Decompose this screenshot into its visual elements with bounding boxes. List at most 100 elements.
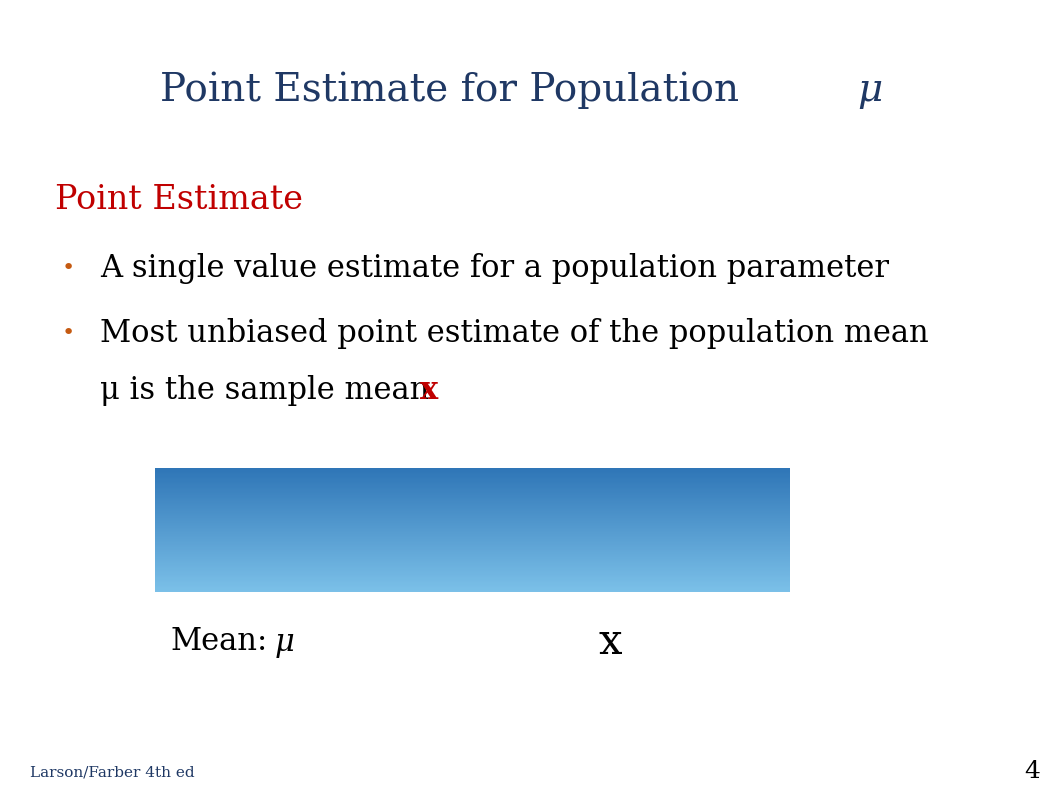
Bar [155,510,790,512]
Bar [155,540,790,541]
Bar [155,550,790,551]
Bar [155,577,790,579]
Bar [155,474,790,476]
Bar [155,536,790,537]
Bar [155,512,790,514]
Bar [155,567,790,568]
Text: x: x [598,621,621,663]
Bar [155,572,790,573]
Bar [155,477,790,478]
Bar [155,508,790,509]
Bar [155,526,790,528]
Bar [155,525,790,526]
Bar [155,539,790,540]
Bar [155,492,790,493]
Bar [155,571,790,572]
Bar [155,570,790,571]
Bar [155,468,790,469]
Bar [155,554,790,555]
Bar [155,581,790,582]
Bar [155,503,790,504]
Text: 4: 4 [1024,760,1040,783]
Bar [155,473,790,474]
Bar [155,493,790,494]
Bar [155,468,790,483]
Bar [155,563,790,565]
Bar [155,551,790,552]
Bar [155,586,790,587]
Bar [155,485,790,487]
Bar [155,517,790,519]
Bar [155,520,790,521]
Bar [155,476,790,477]
Text: •: • [62,323,74,343]
Bar [155,499,790,501]
Bar [155,495,790,497]
Bar [155,573,790,575]
Bar [155,546,790,548]
Text: μ: μ [857,72,883,108]
Text: Statistic: Statistic [515,532,644,563]
Bar [155,472,790,483]
Bar [155,521,790,523]
Bar [155,501,790,503]
Bar [155,483,790,484]
Bar [155,472,790,473]
Bar [155,489,790,490]
Bar [155,498,790,499]
Bar [155,556,790,557]
Bar [155,476,790,483]
Bar [155,506,790,508]
Bar [155,524,790,525]
Text: Point Estimate for Population: Point Estimate for Population [160,71,739,108]
Bar [155,544,790,545]
Bar [155,516,790,517]
Bar [155,582,790,583]
Text: with Sample: with Sample [515,488,708,519]
Bar [155,535,790,536]
Text: Mean:: Mean: [170,626,268,658]
Bar [155,565,790,566]
Bar [155,559,790,561]
Text: Parameter…: Parameter… [170,532,362,563]
Text: Larson/Farber 4th ed: Larson/Farber 4th ed [30,765,194,779]
Bar [155,587,790,588]
Bar [155,509,790,510]
Bar [155,543,790,544]
Bar [155,579,790,581]
Bar [155,504,790,505]
Bar [155,497,790,498]
Bar [155,555,790,556]
Bar [155,478,790,479]
Text: μ: μ [275,626,295,658]
Bar [155,470,790,472]
Bar [155,584,790,586]
Text: Point Estimate: Point Estimate [55,184,303,216]
Bar [155,583,790,584]
Bar [155,557,790,559]
Bar [155,469,790,470]
Bar [155,566,790,567]
Bar [155,561,790,562]
Bar [155,523,790,524]
Bar [155,479,790,481]
Bar [155,575,790,576]
Bar [155,468,790,592]
Bar [155,528,790,530]
Bar [155,588,790,590]
Text: x: x [419,375,439,406]
Bar [155,591,790,592]
Bar [155,541,790,543]
Bar [155,481,790,483]
Bar [155,590,790,591]
Bar [155,515,790,516]
Bar [155,548,790,550]
Bar [155,576,790,577]
Bar [155,488,790,489]
Bar [155,505,790,506]
Bar [155,545,790,546]
Bar [155,537,790,539]
Bar [155,534,790,535]
Text: μ is the sample mean: μ is the sample mean [100,375,439,406]
Text: Most unbiased point estimate of the population mean: Most unbiased point estimate of the popu… [100,317,929,348]
